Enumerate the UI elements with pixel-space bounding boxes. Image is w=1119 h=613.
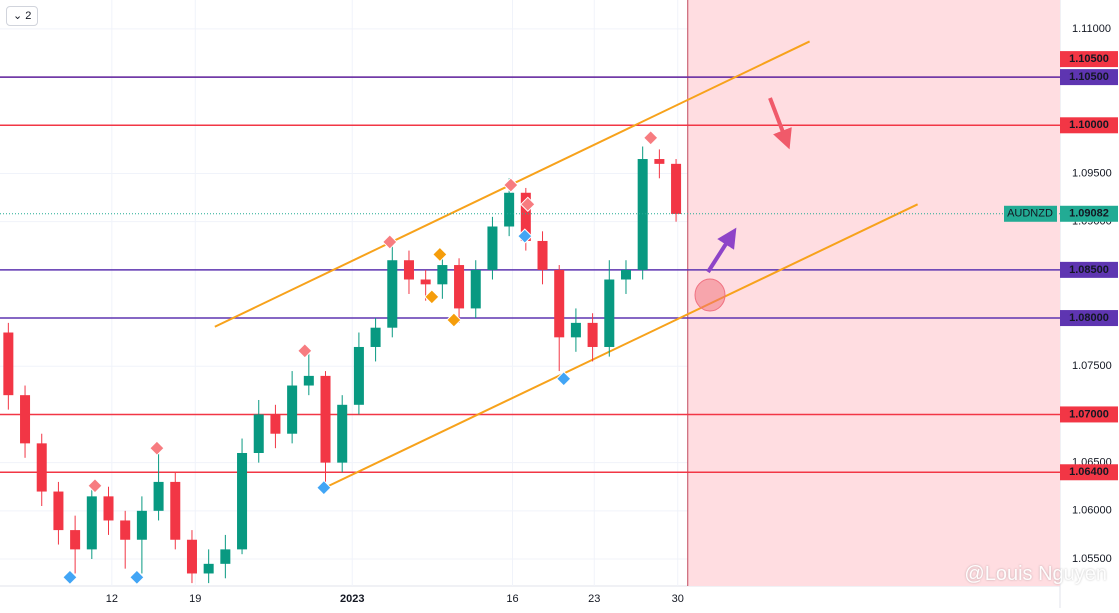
level-label-bg — [1060, 261, 1118, 278]
candle-body — [36, 443, 47, 492]
x-tick-label: 12 — [106, 593, 118, 605]
layout-toggle[interactable]: ⌄ 2 — [6, 6, 39, 26]
level-label-bg — [1060, 69, 1118, 86]
pattern-marker — [62, 569, 78, 586]
pattern-marker — [297, 343, 313, 359]
current-price-bg — [1060, 205, 1118, 222]
level-label: 1.10500 — [1069, 53, 1109, 65]
pattern-marker — [642, 130, 659, 146]
candle-body — [337, 404, 348, 463]
level-label-bg — [1060, 406, 1118, 423]
candle-body — [20, 395, 31, 444]
pattern-marker — [382, 234, 398, 250]
y-tick-label: 1.06000 — [1072, 505, 1112, 517]
x-tick-label: 23 — [588, 593, 600, 605]
level-label-bg — [1060, 117, 1118, 134]
symbol-tag-bg — [1004, 205, 1057, 222]
candle-body — [554, 269, 565, 338]
level-label: 1.10000 — [1069, 119, 1109, 131]
candle-body — [637, 159, 648, 270]
candle-body — [370, 327, 381, 347]
level-label-bg — [1060, 464, 1118, 481]
level-label-bg — [1060, 51, 1118, 68]
y-tick-label: 1.05500 — [1072, 553, 1112, 565]
candle-body — [186, 539, 197, 574]
candle-body — [103, 496, 114, 521]
pattern-marker — [316, 479, 332, 496]
candle-body — [3, 332, 14, 396]
trendline — [326, 203, 919, 488]
pattern-marker — [520, 196, 536, 213]
candle-body — [403, 260, 414, 280]
pattern-marker — [129, 569, 145, 586]
candle-body — [620, 269, 631, 280]
candle-body — [70, 530, 81, 550]
candle-body — [120, 520, 131, 540]
level-label: 1.08000 — [1069, 312, 1109, 324]
candle-body — [504, 192, 515, 227]
candle-body — [587, 322, 598, 347]
candle-body — [437, 265, 448, 285]
candle-body — [287, 385, 298, 434]
candle-body — [520, 192, 531, 241]
candle-body — [253, 414, 264, 453]
candle-body — [136, 510, 147, 540]
candle-body — [153, 481, 164, 511]
candle-body — [53, 491, 64, 531]
candle-body — [604, 279, 615, 347]
badge-count: 2 — [25, 10, 32, 22]
y-tick-label: 1.07500 — [1072, 360, 1112, 372]
current-price-label: 1.09082 — [1069, 208, 1109, 220]
candle-body — [303, 375, 314, 386]
x-tick-label: 19 — [189, 593, 201, 605]
level-label: 1.06400 — [1069, 466, 1109, 478]
candle-body — [320, 375, 331, 463]
pattern-marker — [149, 440, 165, 456]
x-tick-label: 30 — [672, 593, 684, 605]
pattern-marker — [556, 371, 572, 387]
candle-body — [487, 226, 498, 270]
candle-body — [220, 549, 231, 564]
y-tick-label: 1.11000 — [1072, 23, 1111, 35]
candle-body — [654, 159, 665, 164]
forecast-zone — [687, 0, 1060, 586]
pattern-marker — [432, 246, 448, 263]
x-tick-label: 2023 — [340, 593, 364, 605]
candle-body — [570, 322, 581, 338]
candle-body — [353, 346, 364, 405]
candle-body — [270, 414, 281, 434]
candle-body — [470, 269, 481, 309]
candle-body — [86, 496, 97, 550]
level-label: 1.07000 — [1069, 408, 1109, 420]
candle-body — [537, 240, 548, 270]
x-tick-label: 16 — [506, 593, 518, 605]
pattern-marker — [503, 177, 519, 193]
candle-body — [170, 481, 181, 540]
level-label-bg — [1060, 310, 1118, 327]
pattern-marker — [517, 228, 533, 244]
pattern-marker — [424, 289, 440, 305]
watermark: @Louis Nguyen — [964, 563, 1107, 585]
candle-body — [387, 260, 398, 328]
level-label: 1.08500 — [1069, 264, 1109, 276]
level-label: 1.10500 — [1069, 71, 1109, 83]
pattern-marker — [446, 312, 462, 328]
candle-body — [420, 279, 431, 285]
candle-body — [203, 563, 214, 574]
pattern-marker — [87, 478, 103, 494]
candle-body — [671, 163, 682, 214]
price-axis-bg — [1060, 0, 1119, 608]
symbol-tag: AUDNZD — [1007, 208, 1053, 220]
candle-body — [454, 265, 465, 309]
candle-body — [237, 452, 248, 550]
y-tick-label: 1.09500 — [1072, 167, 1112, 179]
